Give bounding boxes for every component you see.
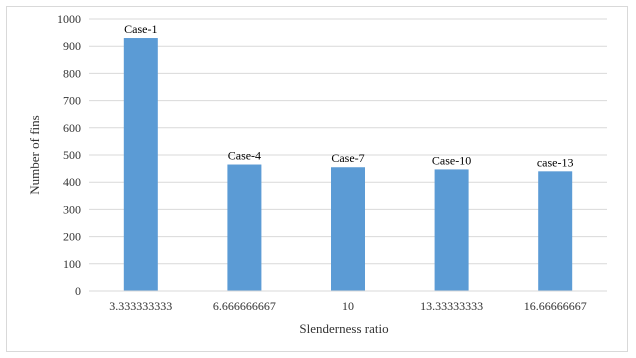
y-tick-label: 0 [75, 284, 81, 298]
y-axis-title: Number of fins [27, 115, 42, 194]
bar [331, 167, 365, 291]
y-tick-label: 900 [63, 39, 81, 53]
y-axis-ticks: 0 100 200 300 400 500 600 700 800 900 1000 [57, 12, 81, 298]
x-tick-label: 6.666666667 [213, 299, 276, 313]
y-tick-label: 100 [63, 257, 81, 271]
bar [538, 171, 573, 291]
y-tick-label: 300 [63, 202, 81, 216]
x-axis-title: Slenderness ratio [299, 321, 388, 336]
data-label: Case-10 [432, 153, 471, 167]
x-tick-label: 3.333333333 [109, 299, 172, 313]
y-tick-label: 700 [63, 94, 81, 108]
bar [227, 164, 262, 291]
bars [123, 38, 573, 291]
bar [123, 38, 158, 291]
chart-frame: 0 100 200 300 400 500 600 700 800 900 1000 Case-1 C… [6, 6, 628, 352]
x-tick-label: 10 [342, 299, 354, 313]
data-label: Case-7 [331, 151, 364, 165]
y-tick-label: 200 [63, 230, 81, 244]
data-label: case-13 [537, 155, 574, 169]
x-axis-ticks: 3.333333333 6.666666667 10 13.33333333 16.66… [109, 299, 586, 313]
x-tick-label: 13.33333333 [420, 299, 483, 313]
bar [434, 169, 469, 291]
y-tick-label: 800 [63, 66, 81, 80]
gridlines [89, 18, 607, 265]
x-tick-label: 16.66666667 [524, 299, 587, 313]
data-label: Case-1 [124, 22, 157, 36]
data-labels: Case-1 Case-4 Case-7 Case-10 case-13 [124, 22, 573, 169]
data-label: Case-4 [228, 149, 261, 163]
y-tick-label: 1000 [57, 12, 81, 26]
y-tick-label: 500 [63, 148, 81, 162]
y-tick-label: 600 [63, 121, 81, 135]
y-tick-label: 400 [63, 175, 81, 189]
